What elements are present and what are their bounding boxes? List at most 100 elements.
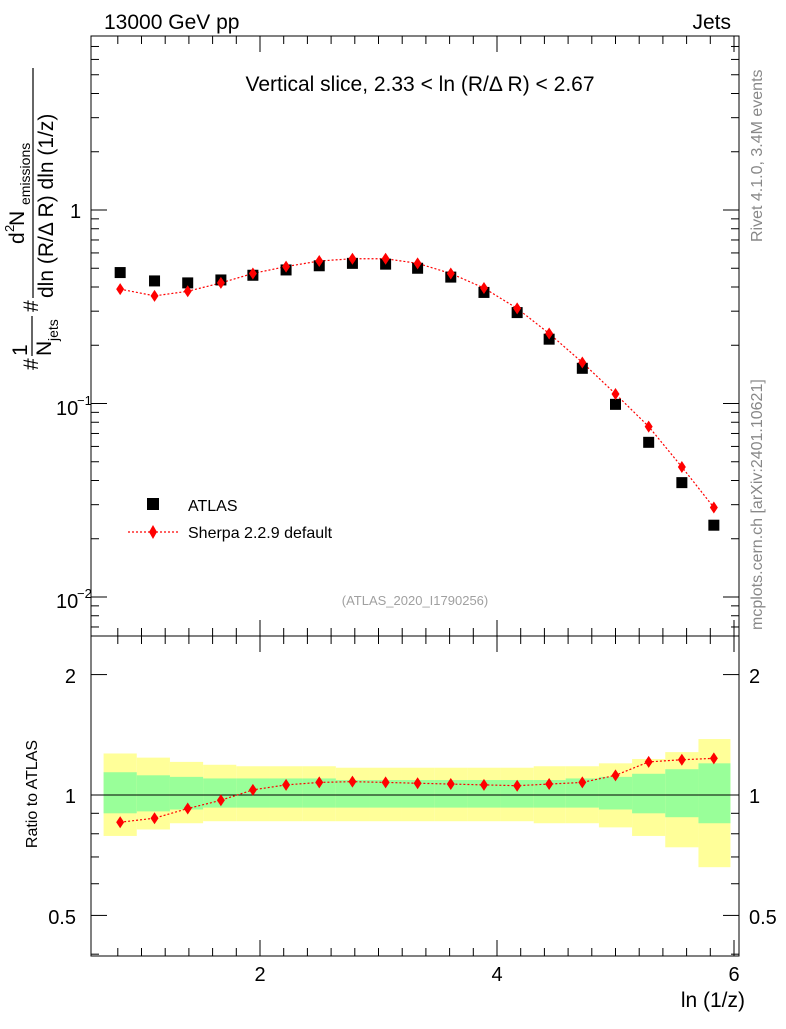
mc-point: [116, 283, 125, 296]
process-label: Jets: [692, 11, 731, 34]
energy-label: 13000 GeV pp: [104, 11, 239, 34]
mc-point: [183, 285, 192, 298]
atlas-point: [149, 275, 161, 287]
mc-point: [611, 387, 620, 400]
ratio-mc-point: [611, 769, 620, 782]
ratio-band-inner: [136, 775, 170, 812]
ylabel-hash1: #: [20, 358, 43, 370]
ratio-mc-point: [709, 752, 718, 765]
main-ytick-label-1e-2: 10 −2: [56, 586, 92, 613]
ratio-ylabel: Ratio to ATLAS: [24, 740, 41, 848]
main-ytick-base: 1: [70, 201, 81, 223]
atlas-point: [610, 398, 621, 410]
ratio-data-points: [116, 752, 718, 829]
ratio-mc-point: [446, 778, 455, 791]
main-data-points: [114, 252, 720, 531]
ylabel-em-sub: emissions: [17, 143, 33, 205]
main-ytick-label-1: 1: [70, 201, 81, 223]
legend: ATLAS Sherpa 2.2.9 default: [128, 498, 333, 542]
slice-title: Vertical slice, 2.33 < ln (R/Δ R) < 2.67: [245, 73, 594, 96]
ylabel-n-em: N: [6, 211, 29, 226]
atlas-point: [708, 519, 720, 531]
mc-point: [216, 276, 225, 289]
ratio-mc-point: [479, 778, 488, 791]
ratio-mc-point: [248, 783, 257, 796]
legend-mc-label: Sherpa 2.2.9 default: [188, 525, 333, 542]
ratio-mc-point: [578, 776, 587, 789]
ratio-mc-point: [183, 802, 192, 815]
xtick-label-2: 2: [254, 964, 265, 986]
main-ytick-exp: −2: [77, 586, 92, 601]
mc-point: [709, 501, 718, 514]
ratio-ytick-label-0.5-right: 0.5: [749, 907, 777, 929]
xtick-label-6: 6: [728, 964, 739, 986]
ratio-band-inner: [598, 776, 633, 810]
main-axis-ticks: [91, 36, 739, 636]
mc-point: [348, 252, 357, 265]
mc-point: [315, 255, 324, 268]
x-axis-label: ln (1/z): [681, 989, 745, 1012]
ylabel-denominator: dln (R/Δ R) dln (1/z): [35, 114, 58, 298]
analysis-tag: (ATLAS_2020_I1790256): [342, 593, 488, 608]
ratio-mc-point: [150, 812, 159, 825]
ratio-mc-point: [381, 776, 390, 789]
ylabel-hash2: #: [20, 300, 43, 312]
atlas-point: [676, 477, 688, 489]
ratio-band-inner: [698, 763, 731, 824]
ylabel-jets-sub: jets: [45, 319, 61, 342]
ratio-panel: 2 1 0.5 2 1 0.5 2 4 6 ln (1/z) Ratio to …: [24, 635, 777, 1012]
ratio-mc-point: [348, 775, 357, 788]
main-ytick-exp: −1: [77, 393, 92, 408]
ratio-mc-point: [677, 753, 686, 766]
mc-point: [513, 302, 522, 315]
xtick-label-4: 4: [491, 964, 502, 986]
ratio-mc-point: [644, 755, 653, 768]
mc-point: [545, 327, 554, 340]
atlas-point: [114, 267, 126, 279]
ratio-axis-ticks: [91, 636, 739, 956]
mc-point: [446, 267, 455, 280]
main-ytick-base: 10: [56, 398, 78, 420]
mc-point: [413, 257, 422, 270]
ratio-mc-point: [315, 776, 324, 789]
ratio-ytick-label-1: 1: [65, 786, 76, 808]
legend-atlas-marker: [147, 498, 159, 510]
ratio-mc-point: [545, 778, 554, 791]
ratio-mc-point: [413, 777, 422, 790]
ratio-band-inner: [665, 769, 699, 818]
rivet-version-label: Rivet 4.1.0, 3.4M events: [749, 69, 766, 242]
ratio-band-inner: [169, 776, 204, 810]
legend-mc-marker: [149, 525, 157, 539]
ylabel-d: d: [6, 232, 29, 244]
ratio-ytick-label-2: 2: [65, 666, 76, 688]
ratio-mc-point: [216, 794, 225, 807]
main-ytick-base: 10: [56, 591, 78, 613]
main-ytick-label-1e-1: 10 −1: [56, 393, 92, 420]
atlas-point: [643, 436, 655, 448]
ratio-ytick-label-0.5: 0.5: [48, 907, 76, 929]
ylabel-d-sup: 2: [2, 225, 17, 232]
ratio-band-inner: [103, 772, 137, 814]
mc-point: [677, 460, 686, 473]
mc-point: [248, 267, 257, 280]
ratio-band-inner: [632, 773, 666, 814]
ylabel-one: 1: [9, 344, 32, 356]
ratio-ytick-label-2-right: 2: [749, 666, 760, 688]
mc-point: [644, 420, 653, 433]
ylabel-n: N: [33, 341, 56, 356]
ratio-ytick-label-1-right: 1: [749, 786, 760, 808]
mcplots-label: mcplots.cern.ch [arXiv:2401.10621]: [749, 379, 766, 630]
ratio-plot-frame: [90, 635, 740, 957]
atlas-point: [182, 277, 194, 289]
ratio-mc-point: [116, 816, 125, 829]
mc-point: [282, 260, 291, 273]
mc-point: [479, 282, 488, 295]
ratio-uncertainty-bands: [103, 739, 731, 868]
mc-point: [150, 289, 159, 302]
main-ylabel: # 1 N jets # d 2 N emissions dln (R/Δ R)…: [2, 68, 61, 370]
mc-point: [578, 356, 587, 369]
ratio-mc-point: [513, 779, 522, 792]
legend-atlas-label: ATLAS: [188, 498, 238, 515]
